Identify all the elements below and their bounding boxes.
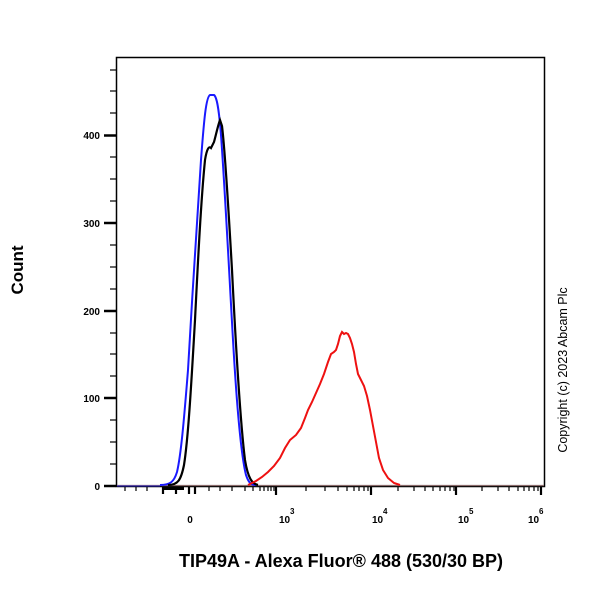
series-isotype-blue — [159, 94, 257, 486]
svg-text:4: 4 — [383, 507, 388, 516]
svg-text:100: 100 — [83, 394, 100, 405]
y-axis-label: Count — [8, 245, 27, 295]
svg-text:6: 6 — [539, 507, 544, 516]
svg-text:10: 10 — [279, 515, 291, 526]
svg-text:200: 200 — [83, 307, 100, 318]
copyright-notice: Copyright (c) 2023 Abcam Plc — [556, 287, 570, 453]
y-tick-labels: 400 300 200 100 0 — [83, 131, 100, 493]
svg-text:400: 400 — [83, 131, 100, 142]
svg-text:3: 3 — [290, 507, 295, 516]
svg-text:300: 300 — [83, 219, 100, 230]
series-tip49a-red — [247, 330, 401, 486]
x-tick-labels: 0 10 3 10 4 10 5 10 6 — [187, 507, 544, 526]
svg-text:0: 0 — [187, 515, 193, 526]
plot-frame — [115, 56, 546, 488]
svg-text:5: 5 — [469, 507, 474, 516]
svg-text:0: 0 — [94, 482, 100, 493]
svg-text:10: 10 — [372, 515, 384, 526]
y-axis — [104, 69, 116, 488]
svg-text:10: 10 — [458, 515, 470, 526]
series-unlabelled-black — [167, 116, 259, 487]
x-axis — [124, 486, 543, 495]
x-axis-label: TIP49A - Alexa Fluor® 488 (530/30 BP) — [178, 551, 504, 571]
svg-text:10: 10 — [528, 515, 540, 526]
